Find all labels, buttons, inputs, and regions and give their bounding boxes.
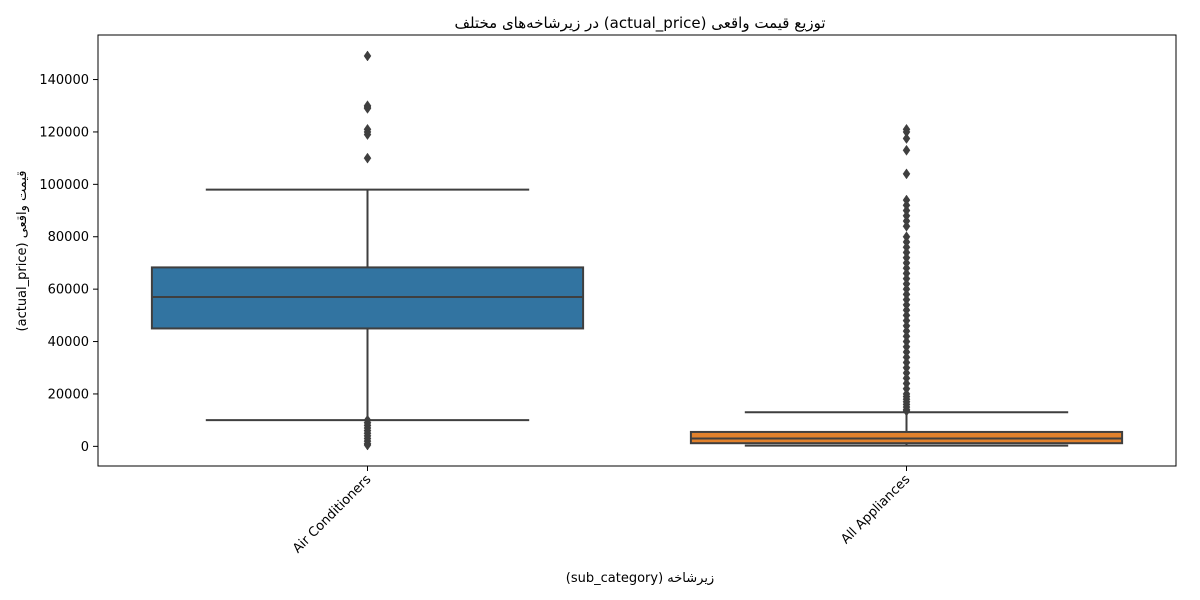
y-tick-label: 20000 [48, 387, 89, 402]
plot-frame [97, 34, 1177, 467]
y-tick-label: 100000 [39, 178, 89, 193]
outlier-point [902, 144, 911, 156]
x-axis: Air Conditioners All Appliances [290, 466, 913, 556]
x-axis-label: زیرشاخه (sub_category) [566, 571, 714, 586]
box-group [150, 50, 585, 451]
y-tick-label: 120000 [39, 125, 89, 140]
outlier-point [363, 439, 372, 451]
y-axis: 0 20000 40000 60000 80000 100000 120000 140000 [39, 73, 98, 455]
outlier-point [363, 152, 372, 164]
outlier-point [363, 129, 372, 140]
y-tick-label: 140000 [39, 73, 89, 88]
chart-title: توزیع قیمت واقعی (actual_price) در زیرشا… [454, 14, 825, 33]
y-tick-label: 80000 [48, 230, 89, 245]
y-tick-label: 40000 [48, 335, 89, 350]
y-tick-label: 60000 [48, 283, 89, 298]
outlier-point [902, 133, 911, 144]
outlier-point [902, 405, 911, 417]
outlier-point [902, 220, 911, 232]
y-tick-label: 0 [81, 440, 89, 455]
boxes-layer [150, 50, 1124, 451]
box-group [689, 123, 1124, 447]
x-tick-label: Air Conditioners [290, 472, 374, 556]
x-tick-label: All Appliances [838, 472, 913, 547]
outlier-point [902, 168, 911, 180]
y-axis-label: قیمت واقعی (actual_price) [15, 171, 30, 332]
outlier-point [363, 102, 372, 114]
outlier-point [363, 50, 372, 62]
